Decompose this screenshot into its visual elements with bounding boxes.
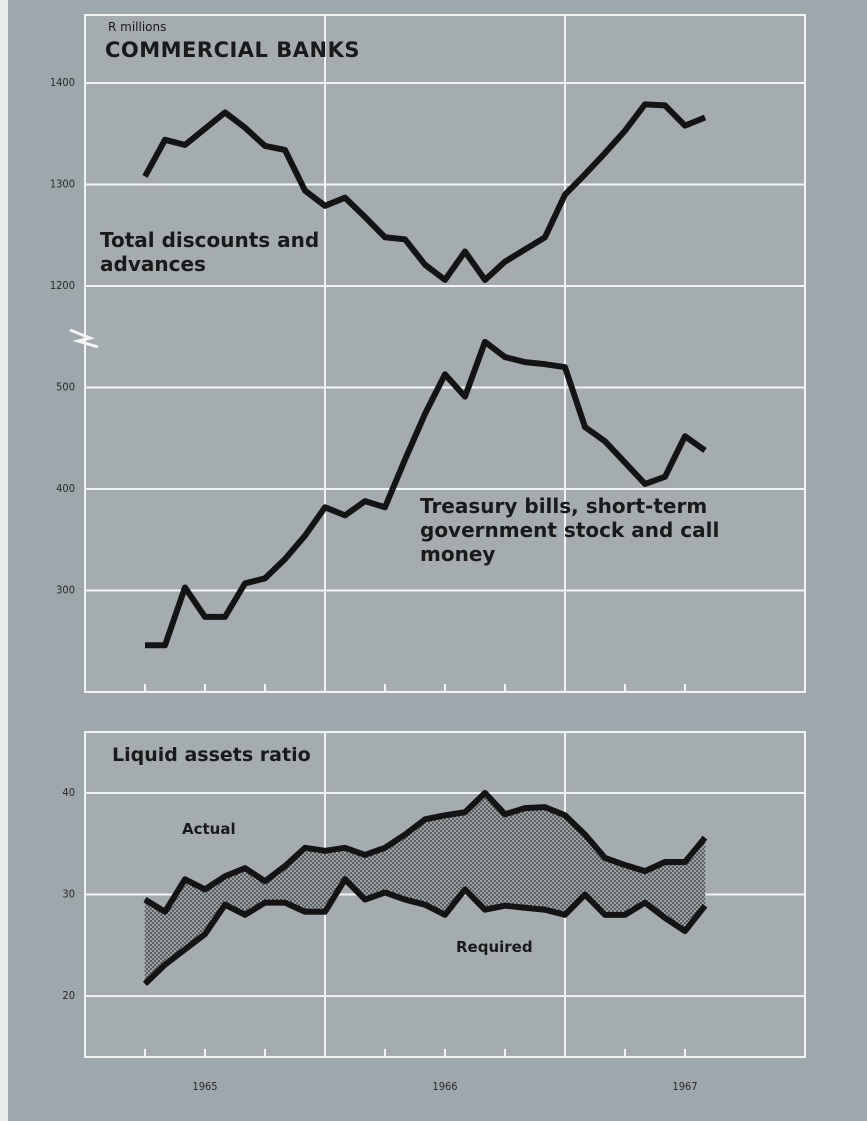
series-line <box>142 876 708 987</box>
x-tick-label: 1966 <box>432 1080 457 1093</box>
ratio-shading <box>524 806 546 911</box>
series-label: Total discounts and advances <box>100 228 320 276</box>
axis-break <box>69 328 99 349</box>
series-label: Required <box>456 938 533 956</box>
y-tick-label: 1200 <box>50 279 75 292</box>
ratio-shading <box>424 814 446 916</box>
unit-label: R millions <box>108 20 167 34</box>
chart-title: Liquid assets ratio <box>112 744 311 766</box>
y-tick-label: 40 <box>62 786 75 799</box>
series-line <box>145 338 707 649</box>
x-tick-label: 1967 <box>672 1080 697 1093</box>
y-tick-label: 20 <box>62 989 75 1002</box>
y-tick-label: 500 <box>56 381 75 394</box>
x-tick-label: 1965 <box>192 1080 217 1093</box>
ratio-shading <box>304 847 326 913</box>
y-tick-label: 400 <box>56 482 75 495</box>
series-line <box>143 789 708 915</box>
ratio-shading <box>504 807 526 909</box>
series-label: Treasury bills, short-term government st… <box>420 494 720 566</box>
series-label: Actual <box>182 820 236 838</box>
y-tick-label: 300 <box>56 584 75 597</box>
y-tick-label: 1300 <box>50 178 75 191</box>
y-tick-label: 1400 <box>50 76 75 89</box>
y-tick-label: 30 <box>62 888 75 901</box>
chart: 300 400 500 1200 1300 1400 20 30 40 1965 1966 1967 <box>50 14 806 1093</box>
ratio-shading <box>544 806 566 916</box>
series-line <box>142 101 707 283</box>
chart-title: COMMERCIAL BANKS <box>105 38 360 62</box>
